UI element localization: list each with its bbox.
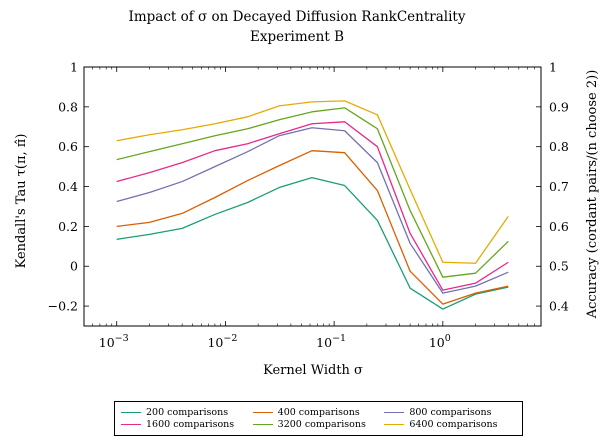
- legend-swatch: [384, 424, 405, 425]
- series-line-3: [116, 127, 509, 294]
- y-right-tick-label: 0.6: [549, 219, 569, 234]
- y-axis-label-right: Accuracy (cordant pairs/(n choose 2)): [585, 70, 600, 320]
- x-tick-label: 10−3: [99, 333, 129, 350]
- legend-swatch: [252, 412, 273, 413]
- legend-item: 400 comparisons: [252, 407, 385, 418]
- plot-area: 10−3 10−2 10−1 100 −0.2 0 0.2 0.4 0.6 0.8 1 0.4 0.5 0…: [48, 60, 569, 351]
- y-right-tick-label: 0.4: [549, 299, 569, 314]
- y-tick-label: −0.2: [48, 299, 78, 314]
- legend-item: 800 comparisons: [384, 407, 516, 418]
- legend-label: 200 comparisons: [146, 407, 229, 418]
- series-line-4: [116, 121, 509, 291]
- series-line-6: [116, 100, 509, 264]
- legend-label: 800 comparisons: [409, 407, 492, 418]
- series-line-1: [116, 176, 509, 310]
- legend-item: 200 comparisons: [121, 407, 253, 418]
- legend-label: 400 comparisons: [277, 407, 360, 418]
- legend-item: 1600 comparisons: [121, 419, 253, 430]
- legend-swatch: [121, 424, 141, 425]
- legend: 200 comparisons 400 comparisons 800 compar…: [114, 401, 523, 436]
- chart-title: Impact of σ on Decayed Diffusion RankCen…: [129, 9, 466, 25]
- y-tick-label: 0.2: [58, 219, 78, 234]
- plot-frame: [83, 66, 542, 327]
- x-tick-label: 10−2: [207, 333, 237, 350]
- y-tick-label: 0.8: [58, 99, 78, 114]
- x-tick-label: 10−1: [316, 333, 346, 350]
- y-axis-label: Kendall's Tau τ(π, π̂): [14, 134, 29, 269]
- legend-swatch: [252, 424, 273, 425]
- x-axis-label: Kernel Width σ: [263, 363, 363, 378]
- legend-swatch: [384, 412, 405, 413]
- chart-subtitle: Experiment B: [250, 29, 344, 45]
- series-line-5: [116, 107, 509, 278]
- legend-label: 1600 comparisons: [146, 419, 235, 430]
- y-tick-label: 0: [70, 259, 78, 274]
- y-tick-label: 1: [70, 60, 78, 75]
- y-right-tick-label: 0.9: [549, 99, 569, 114]
- y-right-tick-label: 1: [549, 60, 557, 75]
- y-right-tick-label: 0.7: [549, 179, 569, 194]
- series-line-2: [116, 150, 509, 305]
- y-right-tick-label: 0.5: [549, 259, 569, 274]
- y-tick-label: 0.6: [58, 139, 78, 154]
- y-right-tick-label: 0.8: [549, 139, 569, 154]
- legend-item: 3200 comparisons: [252, 419, 385, 430]
- legend-item: 6400 comparisons: [384, 419, 516, 430]
- legend-swatch: [121, 412, 141, 413]
- legend-label: 3200 comparisons: [277, 419, 366, 430]
- legend-label: 6400 comparisons: [409, 419, 498, 430]
- x-tick-label: 100: [429, 333, 451, 350]
- y-tick-label: 0.4: [58, 179, 78, 194]
